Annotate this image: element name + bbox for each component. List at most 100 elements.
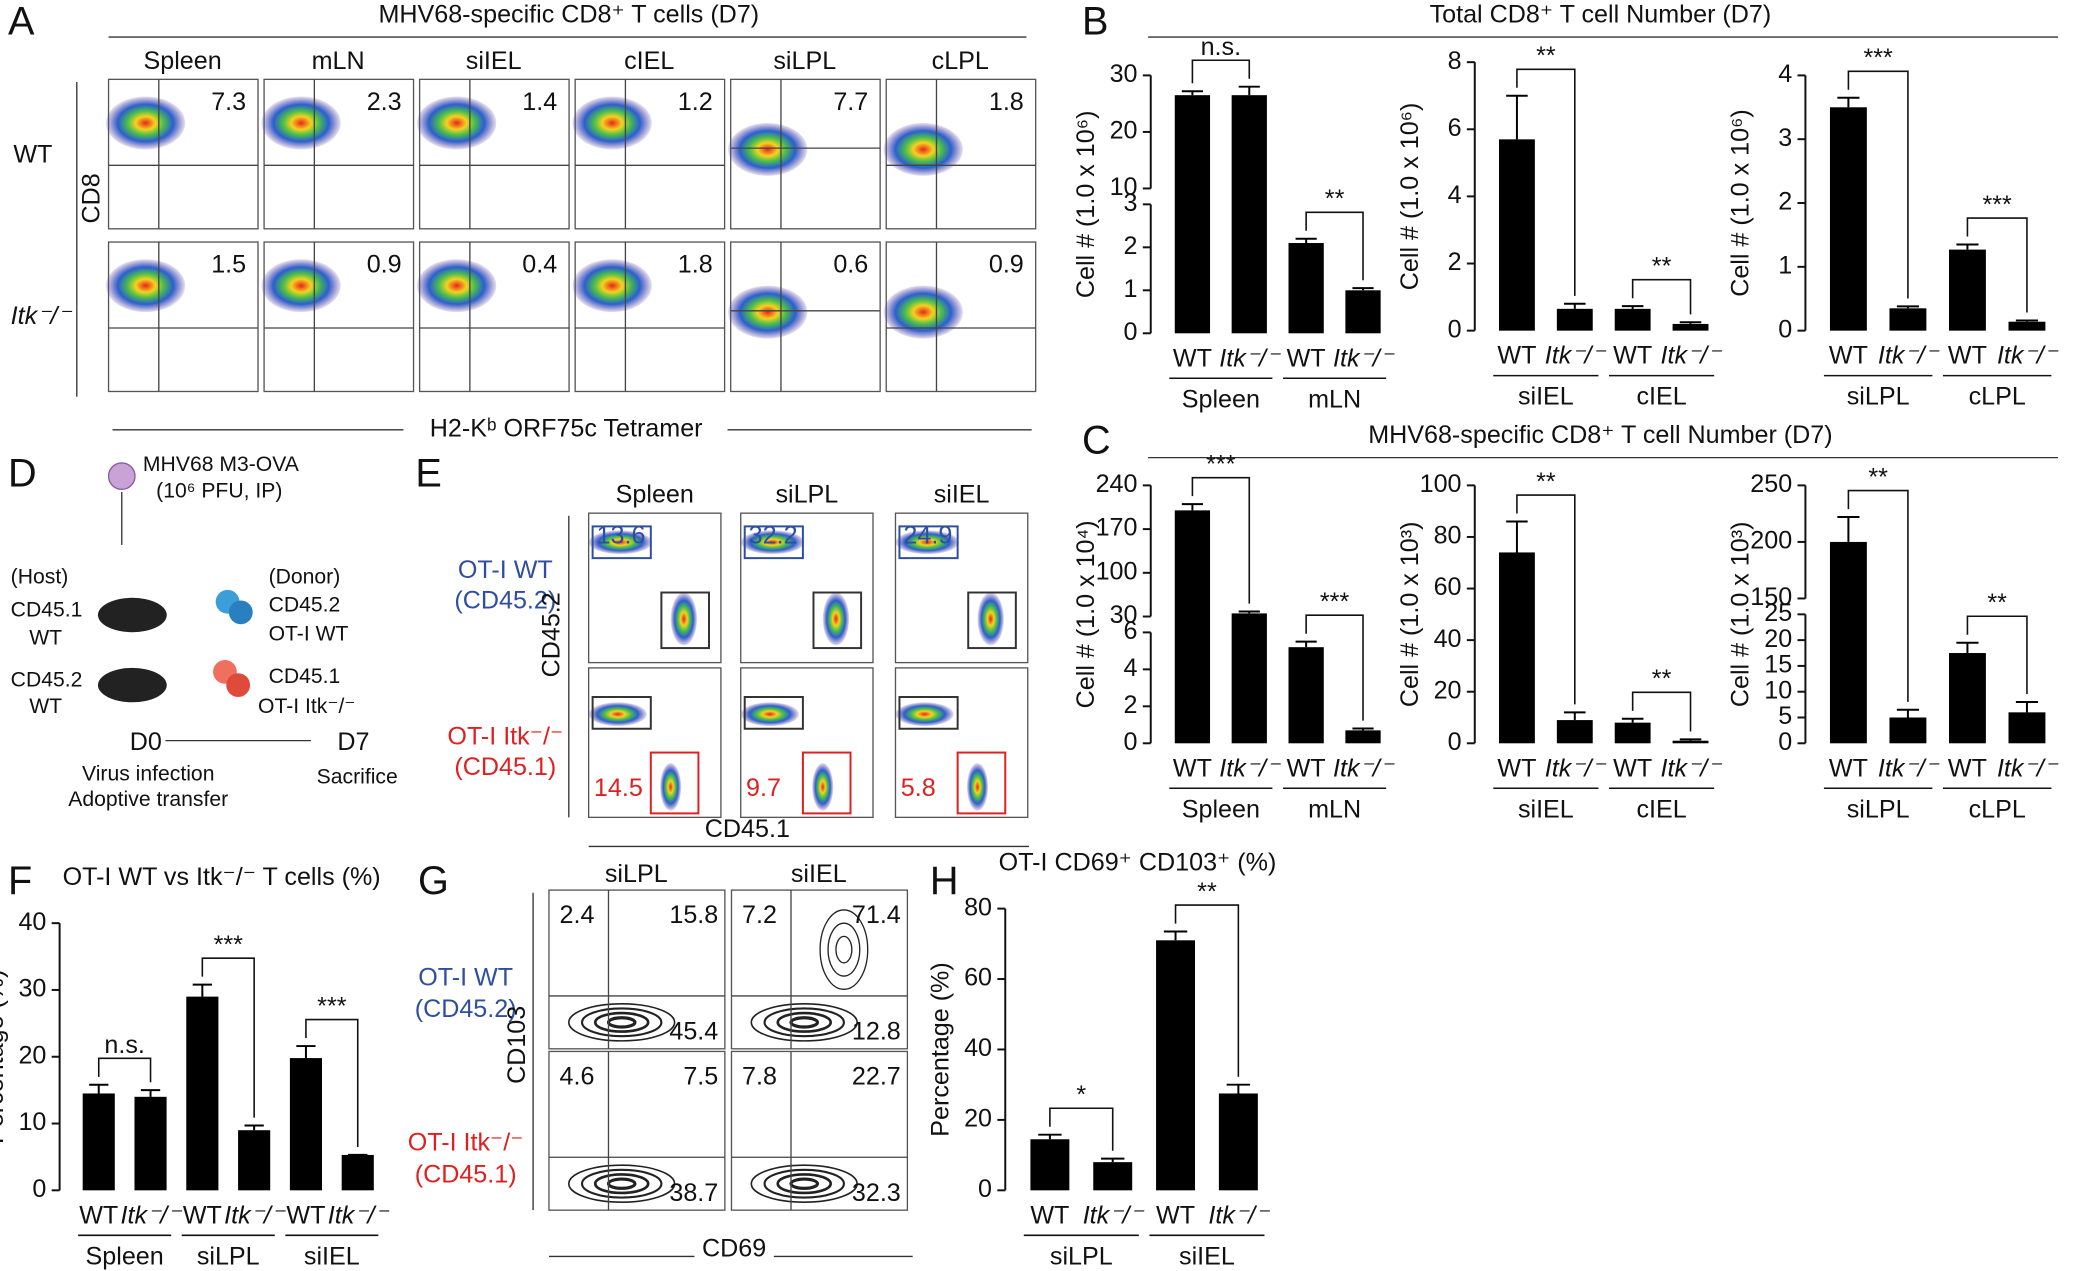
y-tick-label: 3 bbox=[1124, 189, 1138, 217]
group-label: siLPL bbox=[1050, 1242, 1113, 1270]
x-tick-label: Itk⁻/⁻ bbox=[1545, 342, 1607, 370]
x-tick-label: Itk⁻/⁻ bbox=[1545, 754, 1607, 782]
row-label: OT-I Itk⁻/⁻ bbox=[408, 1129, 524, 1157]
gate bbox=[812, 591, 863, 650]
row-label: OT-I WT bbox=[418, 963, 513, 991]
significance-bracket bbox=[1966, 217, 2028, 313]
quadrant-value: 7.8 bbox=[742, 1063, 777, 1091]
virus-label: MHV68 M3-OVA bbox=[143, 453, 300, 476]
y-tick-label: 6 bbox=[1448, 114, 1462, 142]
contour bbox=[750, 1164, 858, 1204]
host-group: WT bbox=[29, 626, 62, 649]
gate-value: 9.7 bbox=[746, 774, 781, 802]
y-tick-label: 20 bbox=[964, 1105, 992, 1133]
gate bbox=[801, 751, 852, 815]
bar bbox=[1556, 308, 1593, 331]
x-tick-label: WT bbox=[286, 1201, 325, 1229]
y-tick-label: 0 bbox=[32, 1175, 46, 1203]
column-label: cIEL bbox=[624, 47, 674, 75]
gate-value: 0.6 bbox=[833, 250, 868, 278]
error-bar bbox=[1564, 711, 1586, 721]
x-tick-label: WT bbox=[1173, 754, 1212, 782]
host-group: CD45.2 bbox=[11, 669, 83, 692]
quadrant-value: 38.7 bbox=[669, 1179, 718, 1207]
gate-value: 13.6 bbox=[597, 522, 646, 550]
cell-density bbox=[895, 702, 954, 727]
x-tick-label: WT bbox=[1948, 754, 1987, 782]
gate-value: 1.8 bbox=[678, 250, 713, 278]
group-label: mLN bbox=[1308, 385, 1361, 413]
x-tick-label: WT bbox=[1613, 342, 1652, 370]
significance-label: *** bbox=[214, 931, 244, 959]
x-tick-label: Itk⁻/⁻ bbox=[1083, 1201, 1145, 1229]
x-tick-label: WT bbox=[1948, 342, 1987, 370]
error-bar bbox=[244, 1124, 264, 1131]
y-tick-label: 10 bbox=[1764, 676, 1792, 704]
column-label: mLN bbox=[312, 47, 365, 75]
gate-value: 0.9 bbox=[367, 250, 402, 278]
host-label: (Host) bbox=[11, 566, 69, 589]
x-tick-label: Itk⁻/⁻ bbox=[1997, 342, 2059, 370]
label-backing bbox=[694, 1243, 774, 1270]
contour bbox=[835, 935, 853, 964]
y-tick-label: 5 bbox=[1778, 702, 1792, 730]
error-bar bbox=[1679, 738, 1702, 741]
cell-density bbox=[660, 763, 682, 811]
gate-value: 1.2 bbox=[678, 88, 713, 116]
error-bar bbox=[140, 1089, 161, 1097]
error-bar bbox=[1101, 1157, 1125, 1163]
quadrant-value: 12.8 bbox=[852, 1018, 901, 1046]
y-tick-label: 2 bbox=[1124, 691, 1138, 719]
y-tick-label: 10 bbox=[1110, 173, 1138, 201]
x-tick-label: Itk⁻/⁻ bbox=[1208, 1201, 1270, 1229]
gate-value: 1.5 bbox=[211, 250, 246, 278]
error-bar bbox=[2015, 319, 2039, 322]
significance-label: ** bbox=[1536, 468, 1556, 496]
y-tick-label: 8 bbox=[1448, 47, 1462, 75]
y-tick-label: 60 bbox=[964, 964, 992, 992]
gate-value: 2.3 bbox=[367, 88, 402, 116]
x-tick-label: Itk⁻/⁻ bbox=[1661, 342, 1723, 370]
contour bbox=[776, 1173, 832, 1195]
y-tick-label: 60 bbox=[1434, 573, 1462, 601]
error-bar bbox=[1295, 237, 1317, 244]
cell-density bbox=[812, 763, 834, 811]
bar bbox=[1614, 308, 1651, 331]
mouse-icon bbox=[97, 667, 167, 703]
error-bar bbox=[1352, 727, 1374, 731]
group-label: cIEL bbox=[1636, 383, 1686, 411]
y-tick-label: 200 bbox=[1750, 527, 1792, 555]
event: Virus infection bbox=[82, 763, 215, 786]
group-label: cLPL bbox=[1969, 383, 2026, 411]
gate bbox=[898, 525, 959, 560]
bar bbox=[82, 1093, 115, 1191]
quadrant-value: 32.3 bbox=[852, 1179, 901, 1207]
cell-icon bbox=[228, 600, 253, 625]
significance-bracket bbox=[1305, 614, 1364, 721]
error-bar bbox=[1295, 640, 1317, 648]
y-tick-label: 20 bbox=[1764, 625, 1792, 653]
axis-label: CD8 bbox=[77, 173, 105, 223]
significance-bracket bbox=[201, 957, 255, 1118]
donor-group: CD45.1 bbox=[269, 665, 341, 688]
y-tick-label: 6 bbox=[1124, 617, 1138, 645]
contour bbox=[763, 1168, 845, 1199]
gate-value: 7.7 bbox=[833, 88, 868, 116]
y-tick-label: 4 bbox=[1124, 654, 1138, 682]
x-tick-label: WT bbox=[1497, 342, 1536, 370]
quadrant-value: 7.5 bbox=[683, 1063, 718, 1091]
plot-frame bbox=[548, 889, 726, 1050]
column-label: siIEL bbox=[934, 481, 990, 509]
panel-letter: H bbox=[930, 859, 959, 903]
bar bbox=[289, 1058, 323, 1191]
column-label: cLPL bbox=[932, 47, 989, 75]
timepoint: D0 bbox=[130, 728, 162, 756]
group-label: siIEL bbox=[1518, 383, 1574, 411]
significance-label: ** bbox=[1868, 463, 1888, 491]
group-label: mLN bbox=[1308, 795, 1361, 823]
significance-label: ** bbox=[1652, 665, 1672, 693]
y-tick-label: 0 bbox=[1778, 315, 1792, 343]
y-tick-label: 30 bbox=[1110, 60, 1138, 88]
error-bar bbox=[1621, 717, 1644, 723]
cell-density bbox=[416, 96, 497, 150]
